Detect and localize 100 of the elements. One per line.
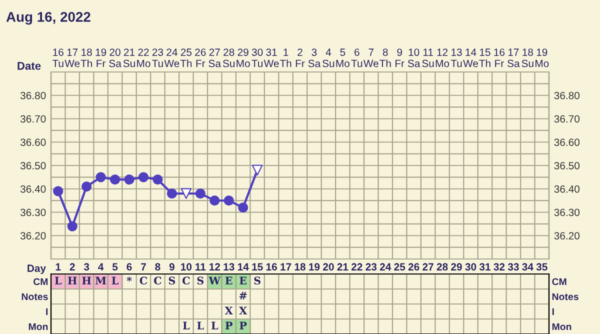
point	[53, 186, 64, 196]
x-tick-label: 23 Tu	[152, 48, 164, 68]
x-tick-label: 20 Sa	[109, 48, 122, 68]
x-tick-label: 18 Su	[522, 48, 534, 68]
text: *	[126, 276, 132, 282]
x-tick-label: 14 We	[463, 48, 478, 68]
x-tick-label: 6 Tu	[351, 48, 362, 68]
point	[138, 172, 149, 182]
point	[238, 202, 248, 213]
text: H	[68, 276, 77, 284]
x-tick-label: 17 Sa	[508, 48, 520, 68]
x-tick-label: 1 Th	[280, 48, 292, 68]
y-tick-label: 36.40	[20, 185, 46, 193]
text: C	[140, 276, 148, 285]
y-tick-label: 36.20	[20, 232, 46, 240]
text: X	[224, 306, 233, 314]
x-tick-label: 16	[266, 263, 277, 271]
x-tick-label: 22 Mo	[137, 48, 150, 68]
x-tick-label: 25 Th	[180, 48, 192, 68]
x-tick-label: 10	[181, 263, 192, 271]
x-tick-label: 24	[380, 263, 392, 270]
x-tick-label: 2	[70, 263, 75, 270]
x-tick-label: 19 Fr	[96, 48, 106, 68]
text: P	[240, 322, 247, 330]
y-tick-label: Notes	[552, 293, 578, 300]
y-tick-label: Mon	[552, 323, 572, 330]
x-tick-label: 1	[56, 263, 61, 270]
x-tick-label: 22	[351, 263, 362, 270]
text: L	[54, 276, 62, 284]
x-tick-label: 2 Fr	[296, 48, 305, 68]
x-tick-label: 9 Fr	[396, 48, 404, 68]
x-tick-label: 31 We	[264, 48, 279, 68]
y-tick-label: 36.60	[20, 138, 46, 146]
chart-title: Aug 16, 2022	[6, 12, 90, 25]
x-tick-label: 27 Sa	[208, 48, 221, 68]
point	[166, 188, 177, 199]
x-tick-label: 33	[508, 263, 519, 271]
x-tick-label: 6	[126, 263, 132, 271]
text: #	[239, 292, 247, 300]
x-tick-label: 19 Mo	[536, 48, 549, 68]
x-tick-label: 3	[84, 263, 90, 271]
x-tick-label: 12 Mo	[436, 48, 450, 68]
x-tick-label: 10 Sa	[408, 48, 420, 68]
text: C	[154, 276, 162, 285]
point	[124, 174, 134, 185]
text: L	[112, 276, 118, 284]
text: S	[197, 276, 204, 285]
text: W	[208, 276, 221, 284]
x-axis-title: Date	[18, 62, 41, 70]
x-tick-label: 30 Tu	[252, 48, 263, 68]
x-tick-label: 8 Th	[380, 48, 391, 68]
x-tick-label: 21 Su	[123, 48, 135, 68]
x-tick-label: 35	[536, 263, 548, 271]
point	[224, 196, 234, 206]
x-tick-label: 21	[337, 263, 348, 270]
x-tick-label: 16 Tu	[52, 48, 64, 68]
x-tick-label: 7 We	[363, 48, 378, 68]
point	[210, 196, 220, 206]
text: L	[183, 322, 190, 330]
x-tick-label: 4 Su	[322, 48, 334, 68]
x-tick-label: 28	[436, 263, 448, 271]
y-tick-label: 36.30	[20, 208, 46, 216]
point	[67, 221, 78, 232]
y-tick-label: 36.50	[20, 162, 46, 170]
point	[180, 188, 192, 199]
x-tick-label: 11 Su	[422, 48, 434, 68]
y-tick-label: CM	[552, 278, 566, 286]
x-tick-label: 34	[522, 263, 534, 271]
x-tick-label: 7	[141, 263, 146, 270]
y-tick-label: 36.80	[20, 92, 46, 100]
x-tick-label: 13 Tu	[450, 48, 462, 68]
x-tick-label: 29 Mo	[236, 48, 250, 68]
x-tick-label: 25	[394, 263, 406, 271]
x-tick-label: 17 We	[64, 48, 80, 68]
x-tick-label: 20	[323, 263, 334, 271]
point	[110, 174, 120, 185]
text: P	[225, 322, 233, 330]
x-tick-label: 30	[465, 263, 476, 271]
y-tick-label: 36.70	[20, 115, 46, 123]
x-tick-label: 5 Mo	[336, 48, 350, 68]
text: L	[211, 322, 218, 330]
x-tick-label: 26	[408, 263, 420, 271]
text: S	[168, 276, 176, 285]
y-tick-label: I	[552, 308, 554, 316]
point	[82, 181, 92, 192]
text: H	[82, 276, 92, 284]
x-tick-label: 18 Th	[80, 48, 92, 68]
point	[96, 172, 106, 182]
x-tick-label: 32	[494, 263, 505, 271]
point	[252, 164, 263, 176]
x-tick-label: 15 Th	[479, 48, 490, 68]
text: C	[182, 276, 190, 285]
text: S	[254, 276, 260, 285]
x-tick-label: 11	[196, 263, 206, 270]
x-tick-label: 3 Sa	[308, 48, 321, 68]
x-tick-label: 27	[422, 263, 434, 270]
text: E	[240, 276, 247, 284]
x-tick-label: 4	[98, 263, 104, 270]
x-tick-label: 18	[294, 263, 306, 271]
text: X	[239, 306, 248, 314]
